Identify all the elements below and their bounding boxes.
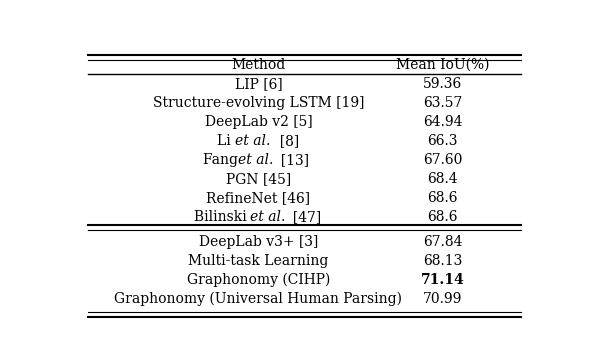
Text: RefineNet [46]: RefineNet [46]	[206, 191, 311, 205]
Text: Bilinski: Bilinski	[194, 210, 251, 224]
Text: DeepLab v3+ [3]: DeepLab v3+ [3]	[199, 235, 318, 249]
Text: PGN [45]: PGN [45]	[226, 172, 291, 186]
Text: 68.6: 68.6	[427, 210, 458, 224]
Text: [47]: [47]	[284, 210, 321, 224]
Text: Fang: Fang	[203, 153, 242, 167]
Text: et al.: et al.	[235, 134, 270, 148]
Text: 59.36: 59.36	[423, 77, 462, 91]
Text: Graphonomy (Universal Human Parsing): Graphonomy (Universal Human Parsing)	[115, 292, 402, 306]
Text: 70.99: 70.99	[423, 292, 462, 306]
Text: et al.: et al.	[249, 210, 285, 224]
Text: 67.60: 67.60	[423, 153, 462, 167]
Text: 68.13: 68.13	[423, 254, 462, 268]
Text: et al.: et al.	[238, 153, 273, 167]
Text: 68.4: 68.4	[427, 172, 458, 186]
Text: Method: Method	[231, 58, 286, 72]
Text: 67.84: 67.84	[423, 235, 462, 249]
Text: 63.57: 63.57	[423, 96, 462, 110]
Text: LIP [6]: LIP [6]	[235, 77, 282, 91]
Text: Li: Li	[217, 134, 235, 148]
Text: 64.94: 64.94	[423, 115, 462, 129]
Text: Mean IoU(%): Mean IoU(%)	[396, 58, 489, 72]
Text: [8]: [8]	[271, 134, 299, 148]
Text: Multi-task Learning: Multi-task Learning	[188, 254, 328, 268]
Text: DeepLab v2 [5]: DeepLab v2 [5]	[204, 115, 312, 129]
Text: Graphonomy (CIHP): Graphonomy (CIHP)	[187, 273, 330, 287]
Text: 66.3: 66.3	[427, 134, 458, 148]
Text: [13]: [13]	[273, 153, 309, 167]
Text: 71.14: 71.14	[421, 273, 465, 287]
Text: 68.6: 68.6	[427, 191, 458, 205]
Text: Structure-evolving LSTM [19]: Structure-evolving LSTM [19]	[153, 96, 364, 110]
